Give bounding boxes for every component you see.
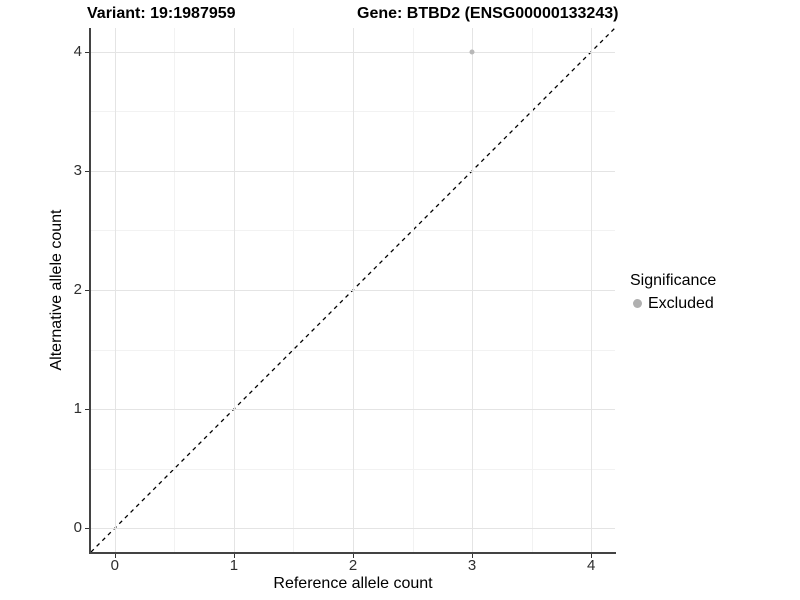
- legend-point-icon: [633, 299, 642, 308]
- y-major-gridline: [91, 170, 615, 172]
- y-tick-mark: [85, 170, 89, 172]
- legend-title: Significance: [630, 272, 717, 289]
- plot-title-gene: Gene: BTBD2 (ENSG00000133243): [357, 5, 619, 22]
- y-major-gridline: [91, 290, 615, 291]
- x-tick-label: 1: [229, 557, 239, 574]
- y-axis-line: [89, 28, 91, 554]
- x-tick-mark: [353, 554, 354, 558]
- plot-panel: [91, 28, 615, 552]
- x-tick-label: 0: [110, 557, 119, 574]
- y-tick-mark: [85, 51, 89, 53]
- x-tick-mark: [472, 554, 474, 558]
- y-tick-mark: [85, 409, 89, 411]
- y-tick-label: 0: [73, 519, 82, 537]
- legend-item-label: Excluded: [648, 295, 714, 312]
- x-tick-mark: [591, 554, 593, 558]
- plot-title-variant: Variant: 19:1987959: [87, 5, 236, 22]
- y-tick-mark: [85, 290, 89, 291]
- y-major-gridline: [91, 409, 615, 411]
- y-major-gridline: [91, 528, 615, 530]
- x-tick-mark: [114, 554, 116, 558]
- y-tick-label: 3: [73, 161, 82, 179]
- x-axis-title: Reference allele count: [273, 575, 433, 592]
- x-tick-label: 4: [587, 557, 596, 574]
- x-axis-line: [89, 552, 616, 554]
- x-tick-label: 3: [467, 557, 477, 574]
- y-tick-label: 1: [73, 400, 82, 418]
- data-point: [469, 49, 475, 55]
- y-tick-label: 2: [73, 281, 82, 298]
- y-tick-label: 4: [73, 42, 82, 60]
- y-major-gridline: [91, 51, 615, 53]
- legend-item-excluded: Excluded: [630, 294, 716, 313]
- legend: Significance Excluded: [630, 271, 716, 313]
- y-tick-mark: [85, 528, 89, 530]
- x-tick-label: 2: [348, 557, 358, 574]
- x-tick-mark: [233, 554, 235, 558]
